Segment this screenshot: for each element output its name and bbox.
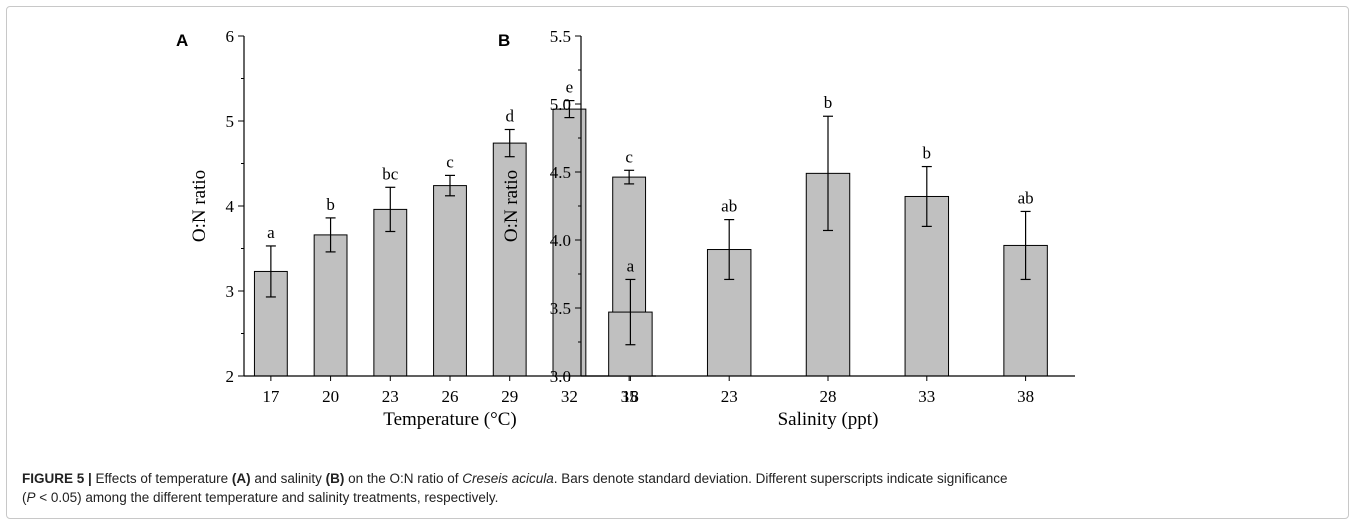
panel-a-significance-label: d — [505, 107, 514, 126]
panel-b-x-tick-label: 28 — [820, 387, 837, 406]
panel-b-y-tick-label: 5.5 — [550, 27, 571, 46]
caption-label: FIGURE 5 | — [22, 471, 92, 486]
figure-frame — [6, 6, 1349, 519]
panel-a-bar — [433, 185, 467, 377]
panel-b: Ba 18 ab 23 b 28 b 33 ab 38 3.0 3.5 4.0 4.5 5.0 5.5 Sali… — [498, 27, 1075, 430]
panel-b-y-tick-label: 3.0 — [550, 367, 571, 386]
panel-b-letter: B — [498, 31, 510, 50]
panel-a-significance-label: c — [446, 152, 454, 171]
panel-a-significance-label: bc — [382, 164, 399, 183]
panel-a-bar — [373, 208, 408, 377]
panel-b-x-tick-label: 18 — [622, 387, 639, 406]
panel-a-y-tick-label: 6 — [226, 27, 235, 46]
panel-a-y-tick-label: 2 — [226, 367, 235, 386]
panel-b-x-tick-label: 23 — [721, 387, 738, 406]
panel-a-significance-label: c — [625, 147, 633, 166]
panel-b-significance-label: ab — [721, 197, 737, 216]
panel-a-x-tick-label: 32 — [561, 387, 578, 406]
panel-a-x-axis-title: Temperature (°C) — [383, 409, 516, 430]
panel-a-y-tick-label: 4 — [226, 197, 235, 216]
panel-b-y-tick-label: 4.5 — [550, 163, 571, 182]
caption-text-3: on the O:N ratio of — [344, 471, 463, 486]
panel-a-y-tick-label: 5 — [226, 112, 235, 131]
caption-text-6: < 0.05) among the different temperature … — [35, 490, 499, 505]
caption-species: Creseis acicula — [462, 471, 554, 486]
panel-a-significance-label: b — [326, 195, 335, 214]
caption-text-1: Effects of temperature — [91, 471, 232, 486]
panel-a-x-tick-label: 20 — [322, 387, 339, 406]
panel-a-bar — [552, 108, 587, 377]
caption-text-2: and salinity — [250, 471, 326, 486]
panel-b-x-tick-label: 33 — [918, 387, 935, 406]
panel-b-y-tick-label: 5.0 — [550, 95, 571, 114]
panel-b-significance-label: b — [923, 144, 932, 163]
figure-caption: FIGURE 5 | Effects of temperature (A) an… — [22, 469, 1342, 507]
caption-p-symbol: P — [26, 490, 36, 505]
panel-a-y-tick-label: 3 — [226, 282, 235, 301]
panel-a-x-tick-label: 23 — [382, 387, 399, 406]
panel-a-significance-label: a — [267, 223, 275, 242]
panel-b-y-tick-label: 3.5 — [550, 299, 571, 318]
panel-a-x-tick-label: 26 — [442, 387, 459, 406]
caption-text-4: . Bars denote standard deviation. Differ… — [553, 471, 1008, 486]
panel-b-y-axis-title: O:N ratio — [501, 170, 522, 242]
panel-b-x-axis-title: Salinity (ppt) — [778, 409, 879, 430]
caption-text-5: ( — [22, 490, 27, 505]
figure-charts: Aa17b20bc23c26d29e32c3523456Temperature … — [176, 27, 1075, 430]
panel-b-x-tick-label: 38 — [1017, 387, 1034, 406]
caption-ref-a: (A) — [231, 471, 251, 486]
caption-ref-b: (B) — [325, 471, 345, 486]
panel-b-significance-label: ab — [1018, 188, 1034, 207]
panel-a-bar — [313, 234, 348, 377]
panel-a-letter: A — [176, 31, 188, 50]
panel-a-significance-label: e — [566, 78, 574, 97]
panel-a: Aa17b20bc23c26d29e32c3523456Temperature … — [176, 27, 656, 430]
panel-b-significance-label: a — [627, 256, 635, 275]
panel-a-x-tick-label: 35 — [621, 387, 638, 406]
panel-a-y-axis-title: O:N ratio — [189, 170, 210, 242]
panel-b-y-tick-label: 4.0 — [550, 231, 571, 250]
panel-b-significance-label: b — [824, 93, 833, 112]
panel-a-x-tick-label: 29 — [501, 387, 518, 406]
panel-a-x-tick-label: 17 — [262, 387, 280, 406]
